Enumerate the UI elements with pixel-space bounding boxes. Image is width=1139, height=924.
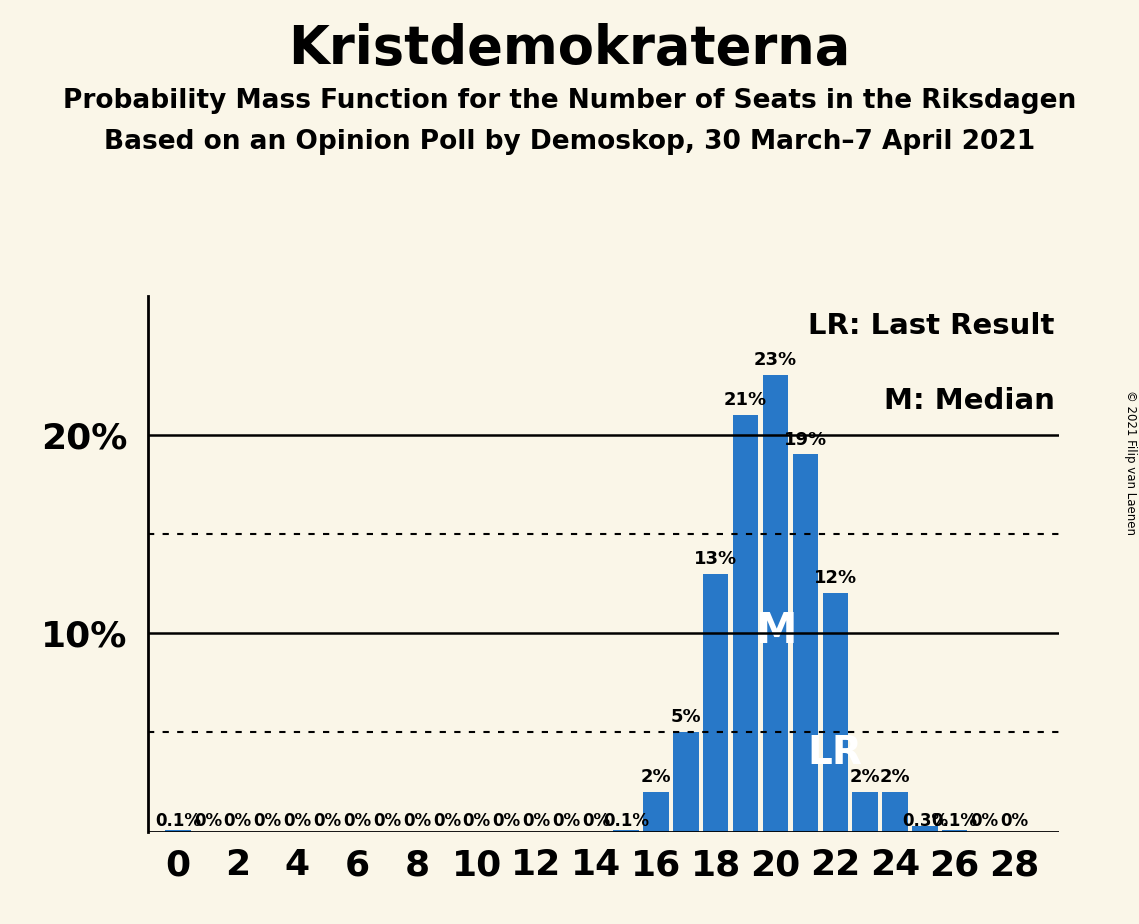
Bar: [614, 830, 639, 832]
Text: 0%: 0%: [523, 811, 550, 830]
Text: Probability Mass Function for the Number of Seats in the Riksdagen: Probability Mass Function for the Number…: [63, 88, 1076, 114]
Text: M: Median: M: Median: [884, 387, 1055, 415]
Text: © 2021 Filip van Laenen: © 2021 Filip van Laenen: [1124, 390, 1137, 534]
Bar: [673, 733, 698, 832]
Text: 0.1%: 0.1%: [155, 811, 200, 830]
Text: 19%: 19%: [784, 431, 827, 448]
Text: 2%: 2%: [879, 768, 910, 786]
Bar: [852, 792, 878, 832]
Text: 0%: 0%: [582, 811, 611, 830]
Bar: [763, 375, 788, 832]
Text: 23%: 23%: [754, 351, 797, 369]
Text: 0%: 0%: [433, 811, 461, 830]
Text: LR: Last Result: LR: Last Result: [809, 311, 1055, 340]
Text: 0%: 0%: [194, 811, 222, 830]
Text: Based on an Opinion Poll by Demoskop, 30 March–7 April 2021: Based on an Opinion Poll by Demoskop, 30…: [104, 129, 1035, 155]
Text: 0%: 0%: [343, 811, 371, 830]
Text: 0%: 0%: [492, 811, 521, 830]
Text: 0%: 0%: [403, 811, 431, 830]
Bar: [942, 830, 967, 832]
Text: Kristdemokraterna: Kristdemokraterna: [288, 23, 851, 75]
Text: 0%: 0%: [552, 811, 581, 830]
Bar: [644, 792, 669, 832]
Text: 0%: 0%: [284, 811, 311, 830]
Text: 0%: 0%: [1000, 811, 1029, 830]
Text: 0%: 0%: [313, 811, 342, 830]
Text: 0%: 0%: [462, 811, 491, 830]
Bar: [703, 574, 729, 832]
Text: 13%: 13%: [694, 550, 737, 567]
Text: 21%: 21%: [724, 391, 768, 408]
Text: 2%: 2%: [850, 768, 880, 786]
Bar: [883, 792, 908, 832]
Text: 0%: 0%: [970, 811, 999, 830]
Text: M: M: [755, 610, 796, 651]
Text: 0.1%: 0.1%: [603, 811, 649, 830]
Text: 5%: 5%: [671, 709, 702, 726]
Text: 0.1%: 0.1%: [932, 811, 977, 830]
Text: 0%: 0%: [372, 811, 401, 830]
Text: 0%: 0%: [254, 811, 281, 830]
Bar: [165, 830, 190, 832]
Text: LR: LR: [808, 734, 862, 772]
Bar: [732, 415, 759, 832]
Bar: [822, 593, 847, 832]
Bar: [793, 455, 818, 832]
Text: 0%: 0%: [223, 811, 252, 830]
Bar: [912, 826, 937, 832]
Text: 12%: 12%: [813, 569, 857, 588]
Text: 0.3%: 0.3%: [902, 811, 948, 830]
Text: 2%: 2%: [640, 768, 671, 786]
